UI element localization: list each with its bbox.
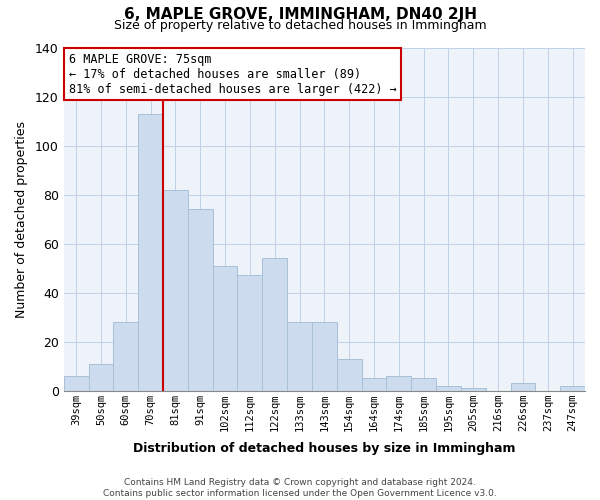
Bar [64, 376, 89, 390]
Bar [163, 190, 188, 390]
Bar [89, 364, 113, 390]
Bar [461, 388, 486, 390]
Bar [113, 322, 138, 390]
Bar [337, 359, 362, 390]
Bar [312, 322, 337, 390]
Text: Size of property relative to detached houses in Immingham: Size of property relative to detached ho… [113, 18, 487, 32]
Bar [436, 386, 461, 390]
Y-axis label: Number of detached properties: Number of detached properties [15, 120, 28, 318]
Bar [138, 114, 163, 390]
Bar [188, 210, 212, 390]
Bar [386, 376, 411, 390]
Bar [511, 384, 535, 390]
Bar [238, 276, 262, 390]
X-axis label: Distribution of detached houses by size in Immingham: Distribution of detached houses by size … [133, 442, 515, 455]
Bar [287, 322, 312, 390]
Bar [560, 386, 585, 390]
Text: Contains HM Land Registry data © Crown copyright and database right 2024.
Contai: Contains HM Land Registry data © Crown c… [103, 478, 497, 498]
Text: 6 MAPLE GROVE: 75sqm
← 17% of detached houses are smaller (89)
81% of semi-detac: 6 MAPLE GROVE: 75sqm ← 17% of detached h… [69, 52, 397, 96]
Text: 6, MAPLE GROVE, IMMINGHAM, DN40 2JH: 6, MAPLE GROVE, IMMINGHAM, DN40 2JH [124, 8, 476, 22]
Bar [262, 258, 287, 390]
Bar [362, 378, 386, 390]
Bar [212, 266, 238, 390]
Bar [411, 378, 436, 390]
